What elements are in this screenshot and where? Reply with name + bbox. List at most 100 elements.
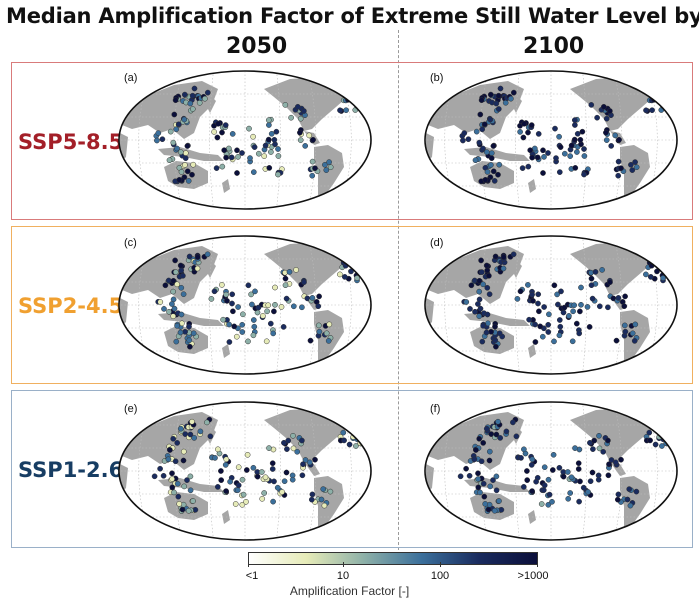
tide-gauge-point (167, 447, 173, 453)
tide-gauge-point (555, 301, 561, 308)
tide-gauge-point (178, 169, 185, 175)
tide-gauge-point (478, 97, 485, 104)
tide-gauge-point (354, 275, 360, 281)
tide-gauge-point (495, 171, 501, 178)
tide-gauge-point (540, 147, 546, 154)
tide-gauge-point (503, 428, 510, 435)
tide-gauge-point (261, 153, 268, 159)
tide-gauge-point (551, 282, 558, 289)
landmass (206, 262, 216, 278)
tide-gauge-point (181, 483, 188, 490)
tide-gauge-point (528, 462, 535, 468)
tide-gauge-point (219, 163, 226, 170)
tide-gauge-point (186, 337, 193, 344)
graticule-line (173, 71, 183, 209)
tide-gauge-point (581, 146, 587, 152)
tide-gauge-point (174, 440, 181, 446)
tide-gauge-point (262, 142, 269, 149)
tide-gauge-point (170, 435, 177, 442)
tide-gauge-point (172, 269, 179, 275)
graticule-line (339, 402, 352, 540)
graticule-line (479, 402, 489, 540)
tide-gauge-point (245, 338, 251, 345)
tide-gauge-point (171, 305, 178, 312)
map-border (424, 70, 678, 210)
tide-gauge-point (301, 108, 307, 114)
tide-gauge-point (327, 488, 334, 495)
tide-gauge-point (290, 432, 296, 439)
tide-gauge-point (535, 291, 542, 298)
tide-gauge-point (661, 100, 667, 107)
tide-gauge-point (568, 474, 575, 481)
tide-gauge-point (632, 321, 639, 328)
tide-gauge-point (316, 328, 323, 335)
tide-gauge-point (159, 136, 166, 143)
tide-gauge-point (536, 308, 542, 315)
tide-gauge-point (235, 304, 241, 310)
tide-gauge-point (549, 498, 555, 505)
tide-gauge-point (661, 419, 667, 426)
graticule-line (173, 402, 183, 540)
tide-gauge-point (222, 122, 229, 128)
tide-gauge-point (487, 116, 494, 123)
tide-gauge-point (603, 115, 610, 122)
tide-gauge-point (196, 99, 203, 106)
tide-gauge-point (265, 302, 272, 309)
tide-gauge-point (226, 339, 233, 345)
tide-gauge-point (471, 277, 478, 284)
tide-gauge-point (308, 496, 315, 503)
tide-gauge-point (486, 272, 492, 279)
tide-gauge-point (606, 461, 612, 468)
tide-gauge-point (575, 460, 582, 467)
tide-gauge-point (473, 128, 480, 135)
tide-gauge-point (557, 144, 564, 150)
tide-gauge-point (558, 288, 564, 295)
tide-gauge-point (618, 165, 624, 172)
colorbar-tick (537, 562, 538, 567)
tide-gauge-point (353, 422, 360, 429)
tide-gauge-point (326, 321, 333, 328)
tide-gauge-point (234, 147, 240, 154)
tide-gauge-point (490, 477, 496, 483)
graticule-line (307, 71, 317, 209)
tide-gauge-point (245, 282, 252, 289)
ssp585-label: SSP5-8.5 (18, 130, 124, 154)
tide-gauge-point (510, 419, 516, 426)
tide-gauge-point (475, 301, 481, 307)
tide-gauge-point (315, 303, 322, 310)
tide-gauge-point (223, 291, 229, 298)
tide-gauge-point (239, 476, 246, 483)
tide-gauge-point (629, 167, 636, 173)
tide-gauge-point (588, 282, 595, 289)
tide-gauge-point (586, 324, 593, 330)
tide-gauge-point (265, 117, 272, 123)
tide-gauge-point (235, 482, 242, 489)
tide-gauge-point (554, 291, 560, 298)
tide-gauge-point (540, 487, 547, 493)
tide-gauge-point (337, 271, 343, 278)
tide-gauge-point (552, 125, 558, 132)
figure-title: Median Amplification Factor of Extreme S… (6, 4, 699, 28)
tide-gauge-point (476, 277, 483, 284)
tide-gauge-point (229, 291, 236, 298)
tide-gauge-point (250, 464, 257, 471)
tide-gauge-point (612, 459, 619, 466)
tide-gauge-point (652, 441, 659, 448)
tide-gauge-point (482, 176, 489, 183)
tide-gauge-point (476, 435, 483, 442)
graticule-line (645, 71, 658, 209)
ssp126-frame (11, 390, 693, 548)
tide-gauge-point (297, 129, 303, 136)
graticule-line (339, 71, 352, 209)
landmass (340, 73, 364, 91)
tide-gauge-point (264, 308, 270, 315)
tide-gauge-point (545, 321, 552, 328)
tide-gauge-point (169, 484, 176, 491)
tide-gauge-point (170, 313, 177, 320)
tide-gauge-point (493, 343, 499, 350)
tide-gauge-point (271, 136, 278, 143)
tide-gauge-point (212, 455, 218, 461)
tide-gauge-point (587, 478, 594, 485)
tide-gauge-point (576, 498, 582, 505)
tide-gauge-point (537, 323, 544, 330)
